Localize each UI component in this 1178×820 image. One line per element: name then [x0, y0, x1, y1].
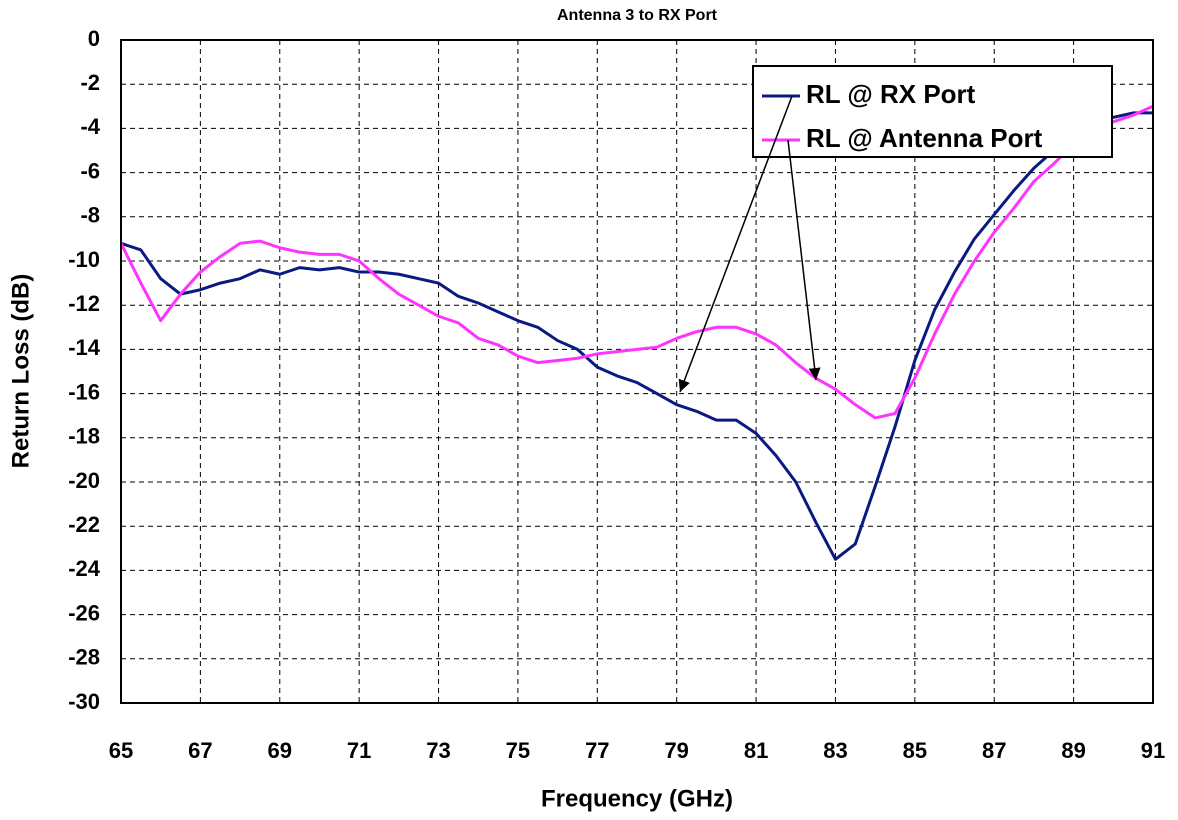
- y-tick-label: -18: [68, 424, 100, 449]
- y-tick-label: -24: [68, 556, 101, 581]
- x-axis-title: Frequency (GHz): [541, 785, 733, 812]
- y-tick-label: -8: [80, 203, 100, 228]
- x-tick-label: 85: [903, 738, 927, 763]
- series-line: [119, 104, 1154, 420]
- x-tick-label: 77: [585, 738, 609, 763]
- y-tick-label: -4: [80, 114, 100, 139]
- plot-frame: [120, 39, 1154, 704]
- annotation-arrow: [787, 139, 821, 381]
- legend-box: [752, 65, 1113, 158]
- x-tick-label: 83: [823, 738, 847, 763]
- y-tick-label: -6: [80, 158, 100, 183]
- x-tick-label: 89: [1061, 738, 1085, 763]
- y-tick-label: -2: [80, 70, 100, 95]
- y-axis-title: Return Loss (dB): [7, 274, 34, 469]
- y-tick-label: -28: [68, 645, 100, 670]
- x-tick-label: 75: [506, 738, 530, 763]
- y-tick-label: -22: [68, 512, 100, 537]
- y-tick-label: -30: [68, 689, 100, 714]
- chart-title: Antenna 3 to RX Port: [557, 7, 718, 24]
- lines: [119, 104, 1154, 561]
- legend-label: RL @ Antenna Port: [806, 123, 1043, 153]
- x-tick-label: 71: [347, 738, 371, 763]
- x-tick-label: 67: [188, 738, 212, 763]
- y-tick-label: -20: [68, 468, 100, 493]
- y-tick-label: -10: [68, 247, 100, 272]
- x-tick-label: 65: [109, 738, 133, 763]
- x-tick-label: 81: [744, 738, 768, 763]
- y-tick-label: -16: [68, 379, 100, 404]
- annotation-arrow: [678, 95, 793, 393]
- y-tick-label: -14: [68, 335, 101, 360]
- x-tick-label: 79: [664, 738, 688, 763]
- y-tick-label: -26: [68, 600, 100, 625]
- series-line: [120, 111, 1153, 561]
- legend: RL @ RX Port RL @ Antenna Port: [762, 79, 1043, 153]
- y-tick-label: -12: [68, 291, 100, 316]
- y-tick-label: 0: [88, 26, 100, 51]
- x-tick-label: 73: [426, 738, 450, 763]
- x-tick-label: 91: [1141, 738, 1165, 763]
- x-tick-label: 87: [982, 738, 1006, 763]
- legend-label: RL @ RX Port: [806, 79, 976, 109]
- x-tick-label: 69: [268, 738, 292, 763]
